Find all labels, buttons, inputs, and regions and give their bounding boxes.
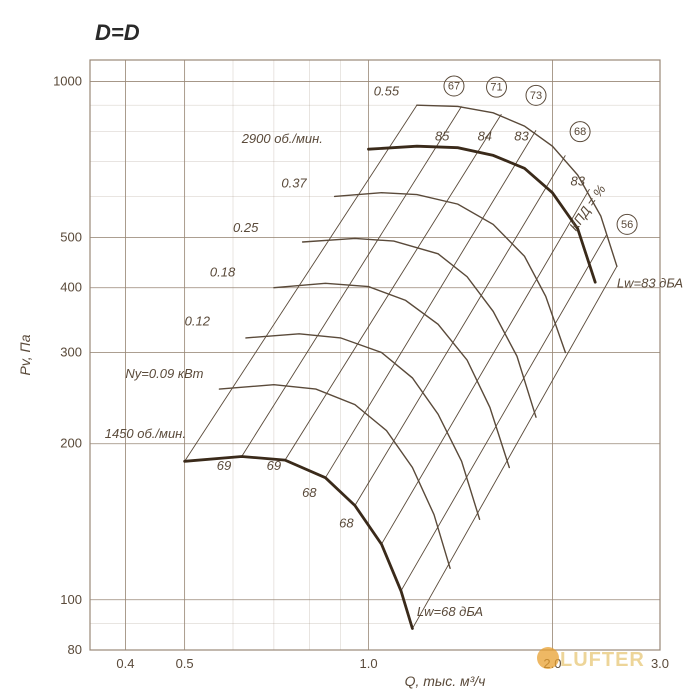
efficiency-value: 67: [448, 81, 460, 93]
curve-label: 0.12: [185, 314, 211, 329]
inline-label: 85: [435, 128, 450, 143]
x-tick-label: 3.0: [651, 656, 669, 671]
watermark-text: LUFTER: [560, 649, 645, 671]
fan-curve: [219, 385, 450, 569]
sound-level-label: Lw=83 дБА: [617, 276, 683, 291]
watermark-icon: [537, 647, 559, 669]
x-tick-label: 1.0: [359, 656, 377, 671]
kpd-label: КПД = %: [566, 182, 608, 234]
fan-curve: [185, 457, 413, 629]
efficiency-value: 71: [490, 82, 502, 94]
y-tick-label: 200: [60, 436, 82, 451]
fan-performance-chart: 0.40.51.02.03.0801002003004005001000Pv, …: [0, 0, 700, 700]
inline-label: 69: [267, 458, 281, 473]
y-tick-label: 80: [68, 642, 82, 657]
efficiency-value: 56: [621, 219, 633, 231]
curve-label: 0.37: [281, 175, 307, 190]
resistance-line: [285, 114, 501, 460]
inline-label: 69: [217, 458, 231, 473]
y-tick-label: 500: [60, 229, 82, 244]
fan-curve: [369, 146, 596, 282]
x-tick-label: 0.4: [116, 656, 134, 671]
resistance-line: [412, 266, 616, 628]
curve-label: Ny=0.09 кВт: [125, 366, 203, 381]
fan-curve: [303, 238, 536, 417]
chart-container: 0.40.51.02.03.0801002003004005001000Pv, …: [0, 0, 700, 700]
resistance-line: [185, 105, 417, 461]
inline-label: 68: [302, 485, 317, 500]
curve-label: 0.18: [210, 265, 236, 280]
curve-label: 1450 об./мин.: [105, 426, 186, 441]
fan-curve: [246, 334, 480, 520]
inline-label: 83: [570, 173, 585, 188]
x-axis-label: Q, тыс. м³/ч: [405, 673, 486, 689]
inline-label: 84: [478, 128, 492, 143]
efficiency-value: 73: [530, 90, 542, 102]
y-tick-label: 100: [60, 592, 82, 607]
y-axis-label: Pv, Па: [17, 334, 33, 375]
resistance-line: [355, 155, 565, 505]
inline-label: 83: [514, 128, 529, 143]
chart-title: D=D: [95, 20, 140, 45]
inline-label: 68: [339, 515, 354, 530]
curve-label: 0.25: [233, 220, 259, 235]
resistance-line: [401, 235, 606, 591]
efficiency-value: 68: [574, 126, 586, 138]
resistance-line: [325, 130, 536, 477]
resistance-line: [381, 189, 589, 544]
y-tick-label: 1000: [53, 73, 82, 88]
sound-level-label: Lw=68 дБА: [417, 604, 483, 619]
x-tick-label: 0.5: [176, 656, 194, 671]
curve-label: 2900 об./мин.: [241, 131, 323, 146]
curve-label: 0.55: [374, 83, 400, 98]
y-tick-label: 300: [60, 344, 82, 359]
y-tick-label: 400: [60, 280, 82, 295]
